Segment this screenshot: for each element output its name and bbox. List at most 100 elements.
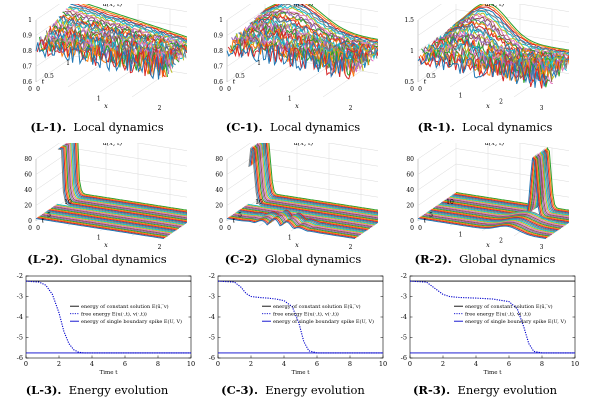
surface-curve	[56, 17, 186, 60]
z-tick-label: 40	[24, 187, 32, 194]
caption-id: (C-1).	[225, 120, 263, 134]
caption-C-3: (C-3). Energy evolution	[198, 383, 388, 397]
surface-curve	[46, 210, 175, 232]
surface-curve	[35, 40, 165, 80]
energy-plot-R-3: -2 -3 -4 -5 -6 0 2 4 6 8 10 Time t energy of constan…	[392, 270, 582, 382]
z-tick-label: 0.6	[22, 79, 32, 86]
surface-curve	[57, 148, 186, 225]
surface-curve	[259, 143, 378, 215]
surface-plot-R-2: 80 60 40 20 0 10 5 0 0 1 2 3 t x u(x, t)	[394, 143, 569, 255]
legend-entry: energy of single boundary spike E(U, V)	[273, 318, 374, 325]
z-tick-label: 0.9	[213, 33, 223, 40]
surface-curve	[39, 215, 168, 237]
surface-curve	[45, 211, 174, 233]
caption-id: (C-2)	[224, 252, 258, 266]
t-axis-label: t	[424, 217, 427, 225]
x-axis-label: x	[104, 102, 108, 110]
surface-curve	[422, 214, 551, 236]
y-tick-label: -3	[401, 293, 407, 301]
caption-text: Global dynamics	[459, 252, 556, 266]
surface-curve	[454, 4, 569, 52]
z-tick-label: 0.6	[213, 79, 223, 86]
t-axis-label: t	[42, 78, 45, 86]
t-tick-label: 10	[446, 199, 454, 206]
legend-entry: energy of constant solution E(ū, ̅v)	[81, 303, 169, 310]
z-tick-label: 1	[219, 17, 223, 24]
surface-curve	[255, 143, 378, 219]
surface-curve	[451, 149, 569, 215]
surface-plot-L-2: 80 60 40 20 0 10 5 0 0 1 2 t x u(x, t)	[12, 143, 187, 255]
surface-curve	[44, 212, 173, 234]
z-tick-label: 0	[28, 218, 32, 225]
x-tick-label: 6	[123, 360, 127, 368]
surface-curve	[252, 12, 378, 55]
surface-curve	[37, 41, 167, 78]
surface-curve	[56, 203, 185, 225]
surface-curve	[446, 152, 569, 219]
surface-curve	[262, 143, 378, 213]
surface-curve	[67, 143, 187, 217]
x-tick-label: 10	[571, 360, 579, 368]
surface-curve	[226, 218, 356, 239]
caption-id: (C-3).	[221, 383, 258, 397]
t-axis-label: t	[42, 217, 45, 225]
surface-curve	[435, 206, 564, 228]
surface-curve	[442, 156, 569, 223]
surface-curve	[68, 6, 187, 44]
x-tick-label: 4	[474, 360, 478, 368]
t-tick-label: 0	[28, 225, 32, 232]
z-tick-label: 1.5	[404, 17, 414, 24]
z-axis-label: u(x, t)	[103, 4, 123, 8]
surface-curve	[455, 4, 569, 51]
x-tick-label: 0	[408, 360, 412, 368]
caption-text: Energy evolution	[457, 383, 558, 397]
series-line-1	[217, 280, 383, 354]
y-tick-label: -4	[209, 313, 215, 321]
surface-curve	[431, 208, 560, 230]
y-tick-label: -6	[17, 354, 23, 362]
surface-curve	[72, 143, 187, 215]
x-tick-label: 0	[227, 225, 231, 232]
surface-curve	[417, 218, 547, 239]
surface-curve	[258, 143, 378, 216]
surface-curve	[427, 211, 556, 233]
legend: energy of constant solution E(ū, ̅v)free…	[262, 303, 374, 325]
surface-plot-C-1: 1 0.9 0.8 0.7 0.6 1 0.5 0 0 1 2 t x u(x, t)	[203, 4, 378, 116]
surface-curve	[263, 143, 378, 212]
z-tick-label: 20	[24, 203, 32, 210]
z-tick-label: 60	[215, 172, 223, 179]
surface-curve	[453, 6, 569, 53]
z-tick-label: 20	[406, 203, 414, 210]
surface-curve	[454, 147, 569, 212]
grid-line	[226, 163, 378, 191]
caption-R-3: (R-3). Energy evolution	[390, 383, 580, 397]
surface-curve	[61, 146, 187, 222]
y-tick-label: -3	[17, 293, 23, 301]
grid-line	[417, 9, 569, 36]
x-tick-label: 0	[216, 360, 220, 368]
caption-text: Local dynamics	[269, 120, 361, 134]
legend-entry: energy of single boundary spike E(U, V)	[81, 318, 182, 325]
surface-curve	[417, 52, 547, 88]
surface-curve	[233, 213, 362, 235]
surface-curve	[229, 216, 358, 238]
x-tick-label: 1	[288, 235, 292, 242]
surface-curve	[420, 216, 549, 238]
t-axis-label: t	[233, 217, 236, 225]
grid-line	[35, 163, 187, 191]
surface-curve	[246, 204, 375, 226]
grid-line	[322, 9, 362, 98]
surface-curve	[443, 155, 569, 222]
surface-curve	[254, 143, 378, 220]
legend: energy of constant solution E(ū, ̅v)free…	[454, 303, 566, 325]
surface-curve	[423, 214, 552, 236]
surface-curve	[261, 143, 378, 214]
surface-curve	[264, 143, 378, 211]
x-axis-label: Time t	[100, 370, 119, 376]
caption-id: (R-1).	[417, 120, 455, 134]
x-tick-label: 3	[540, 244, 544, 251]
